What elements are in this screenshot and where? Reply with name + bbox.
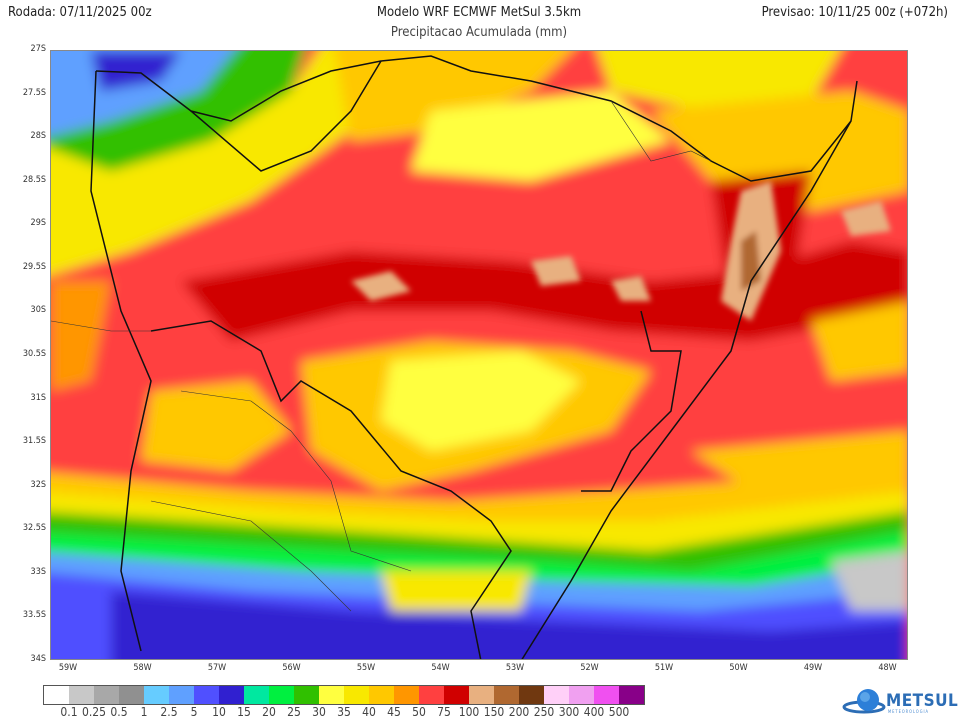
legend-label: 250 [533,705,555,719]
longitude-label: 51W [654,663,674,673]
legend-label: 300 [558,705,580,719]
latitude-label: 29.5S [22,261,46,272]
legend-label: 0.5 [110,705,128,719]
longitude-label: 57W [207,663,227,673]
legend-label: 2.5 [160,705,178,719]
legend-swatch [194,686,219,704]
model-title: Modelo WRF ECMWF MetSul 3.5km [376,5,582,20]
legend-label: 500 [608,705,630,719]
legend-label: 15 [237,705,251,719]
legend-label: 100 [458,705,480,719]
latitude-label: 32S [30,479,46,490]
state-borders [51,100,712,612]
logo-subtext: METEOROLOGIA [888,709,930,714]
legend-swatch [219,686,244,704]
legend-swatch [169,686,194,704]
longitude-label: 49W [803,663,823,673]
legend-swatch [519,686,544,704]
legend-swatch [569,686,594,704]
longitude-label: 52W [580,663,599,673]
metsul-logo: METSUL METEOROLOGIA [842,688,958,714]
legend-label: 150 [483,705,505,719]
legend-swatch [444,686,469,704]
latitude-label: 30S [30,305,46,316]
legend-swatch [44,686,69,704]
latitude-label: 27.5S [22,87,46,98]
legend-swatch [94,686,119,704]
legend-label: 1 [140,705,148,719]
latitude-label: 33.5S [22,610,46,621]
longitude-label: 53W [505,663,525,673]
legend-swatch [619,686,644,704]
legend-swatch [394,686,419,704]
run-time: Rodada: 07/11/2025 00z [8,5,152,20]
legend-swatch [69,686,94,704]
legend-swatch [369,686,394,704]
variable-title: Precipitacao Acumulada (mm) [390,25,568,40]
globe-icon [842,689,886,714]
forecast-time: Previsao: 10/11/25 00z (+072h) [761,5,948,20]
longitude-label: 56W [282,663,301,673]
latitude-label: 28S [30,131,46,142]
longitude-label: 48W [878,663,897,673]
legend-label: 0.25 [81,705,107,719]
latitude-label: 29S [30,218,46,229]
latitude-label: 33S [30,566,46,577]
legend-swatch [144,686,169,704]
legend-label: 10 [212,705,226,719]
longitude-label: 50W [729,663,748,673]
precipitation-field [51,51,907,659]
legend-swatch [269,686,294,704]
legend-label: 400 [583,705,605,719]
legend-label: 35 [337,705,351,719]
longitude-label: 58W [133,663,152,673]
country-borders [90,55,858,659]
legend-swatch [244,686,269,704]
legend-swatch [594,686,619,704]
longitude-label: 59W [58,663,78,673]
legend-label: 25 [287,705,301,719]
latitude-label: 28.5S [22,174,46,185]
latitude-label: 31S [30,392,46,403]
longitude-label: 55W [356,663,376,673]
legend-label: 20 [262,705,276,719]
latitude-label: 30.5S [22,349,46,359]
legend-label: 45 [387,705,401,719]
legend-swatch [469,686,494,704]
latitude-label: 34S [30,654,46,664]
latitude-label: 32.5S [22,523,46,534]
legend-label: 5 [190,705,198,719]
latitude-label: 27S [30,44,46,54]
legend-swatch [294,686,319,704]
legend-label: 0.1 [60,705,78,719]
latitude-label: 31.5S [22,436,46,447]
legend-swatch [119,686,144,704]
longitude-label: 54W [431,663,450,673]
legend-label: 50 [412,705,426,719]
legend-swatch [544,686,569,704]
legend-label: 75 [437,705,451,719]
legend-swatch [419,686,444,704]
legend-swatch [494,686,519,704]
legend-label: 40 [362,705,376,719]
logo-text: METSUL [886,691,958,711]
color-legend [43,685,645,705]
precipitation-map [50,50,908,660]
legend-label: 30 [312,705,326,719]
legend-swatch [344,686,369,704]
legend-swatch [319,686,344,704]
legend-label: 200 [508,705,530,719]
